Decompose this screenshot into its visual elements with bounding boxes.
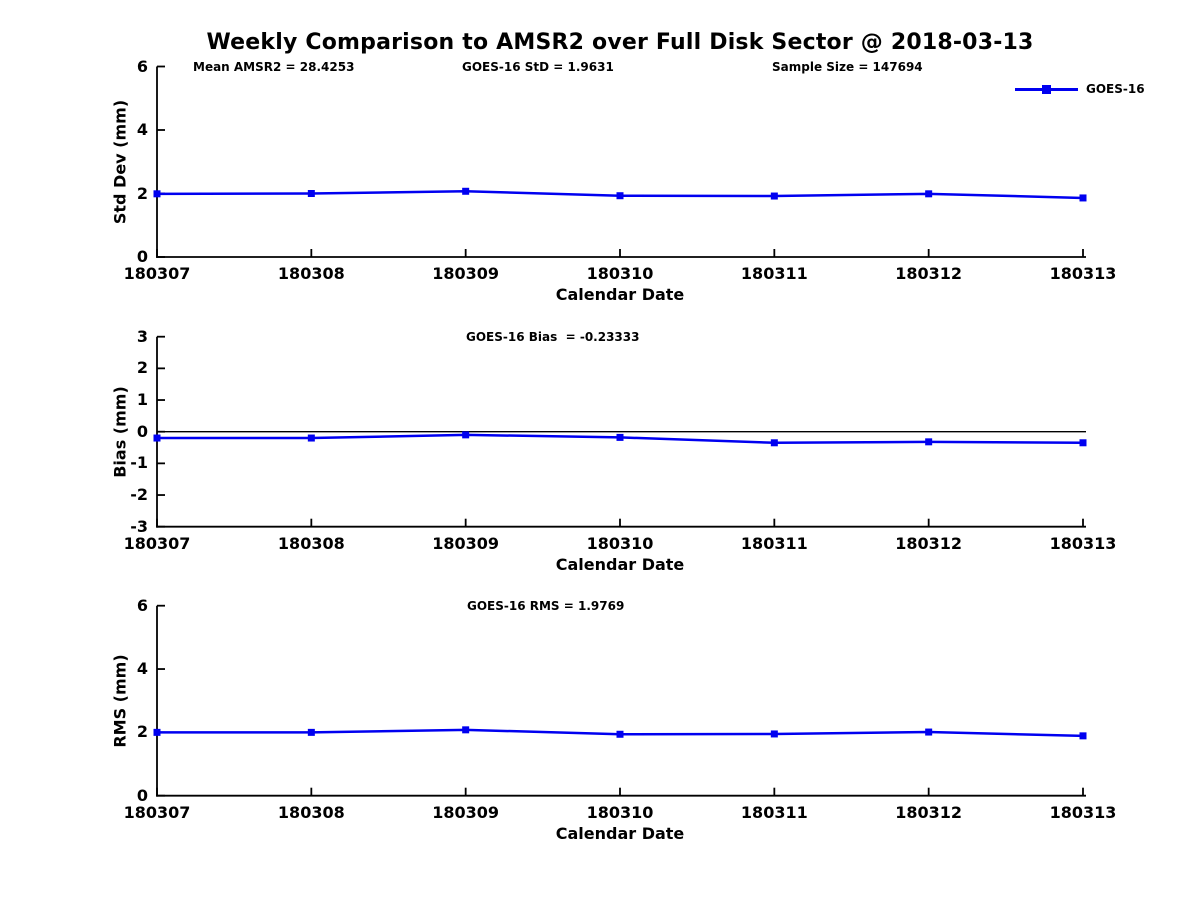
y-tick-label: 2	[136, 183, 148, 203]
x-tick-label: 180309	[432, 533, 500, 553]
x-tick-label: 180310	[586, 802, 654, 822]
y-tick-label: 0	[136, 421, 148, 441]
x-tick-label: 180311	[740, 264, 808, 283]
data-point-marker	[307, 728, 315, 736]
x-axis-label-1: Calendar Date	[555, 285, 685, 304]
y-tick-label: 2	[136, 358, 148, 378]
x-tick-label: 180307	[123, 533, 191, 553]
data-point-marker	[770, 192, 778, 200]
y-tick-label: 3	[136, 326, 148, 346]
x-tick-label: 180313	[1049, 533, 1117, 553]
data-point-marker	[1079, 732, 1087, 740]
data-point-marker	[770, 730, 778, 738]
legend-line-sample	[1015, 81, 1078, 97]
x-tick-label: 180311	[740, 802, 808, 822]
data-point-marker	[307, 434, 315, 442]
data-point-marker	[462, 726, 470, 734]
subplot-title-rms: GOES-16 RMS = 1.9769	[467, 599, 625, 613]
annotation-mean-amsr2: Mean AMSR2 = 28.4253	[193, 60, 355, 74]
subplot-title-bias: GOES-16 Bias = -0.23333	[466, 330, 640, 344]
y-tick-label: 6	[136, 595, 148, 615]
y-tick-label: -3	[130, 516, 148, 536]
y-tick-label: 6	[136, 56, 148, 76]
x-tick-label: 180308	[277, 264, 345, 283]
data-point-marker	[462, 187, 470, 195]
x-tick-label: 180313	[1049, 264, 1117, 283]
y-tick-label: -2	[130, 485, 148, 505]
x-tick-label: 180308	[277, 802, 345, 822]
y-tick-label: 0	[136, 247, 148, 266]
legend: GOES-16	[1015, 81, 1145, 97]
data-point-marker	[153, 190, 161, 198]
data-point-marker	[1079, 194, 1087, 202]
data-point-marker	[925, 728, 933, 736]
x-tick-label: 180307	[123, 264, 191, 283]
x-tick-label: 180309	[432, 802, 500, 822]
x-tick-label: 180312	[895, 533, 963, 553]
y-tick-label: 0	[136, 785, 148, 805]
data-point-marker	[1079, 439, 1087, 447]
legend-label: GOES-16	[1086, 82, 1145, 96]
data-point-marker	[616, 433, 624, 441]
legend-square-marker-icon	[1042, 85, 1051, 94]
y-axis-label-stddev: Std Dev (mm)	[110, 99, 130, 225]
x-tick-label: 180313	[1049, 802, 1117, 822]
x-axis-label-2: Calendar Date	[555, 555, 685, 574]
data-point-marker	[307, 190, 315, 197]
y-tick-label: 2	[136, 722, 148, 742]
x-tick-label: 180307	[123, 802, 191, 822]
data-point-marker	[925, 190, 933, 198]
y-tick-label: 4	[136, 120, 148, 139]
x-tick-label: 180312	[895, 264, 963, 283]
data-point-marker	[770, 439, 778, 447]
x-tick-label: 180312	[895, 802, 963, 822]
annotation-sample-size: Sample Size = 147694	[772, 60, 923, 74]
x-tick-label: 180310	[586, 264, 654, 283]
data-point-marker	[153, 434, 161, 442]
x-tick-label: 180311	[740, 533, 808, 553]
figure-title: Weekly Comparison to AMSR2 over Full Dis…	[206, 30, 1034, 55]
y-tick-label: -1	[130, 453, 148, 473]
data-point-marker	[153, 728, 161, 736]
y-tick-label: 4	[136, 659, 148, 679]
x-tick-label: 180308	[277, 533, 345, 553]
data-point-marker	[616, 192, 624, 200]
x-axis-label-3: Calendar Date	[555, 824, 685, 843]
data-point-marker	[925, 438, 933, 446]
y-tick-label: 1	[136, 390, 148, 410]
data-point-marker	[462, 431, 470, 439]
x-tick-label: 180310	[586, 533, 654, 553]
x-tick-label: 180309	[432, 264, 500, 283]
data-point-marker	[616, 730, 624, 738]
annotation-goes16-std: GOES-16 StD = 1.9631	[462, 60, 614, 74]
